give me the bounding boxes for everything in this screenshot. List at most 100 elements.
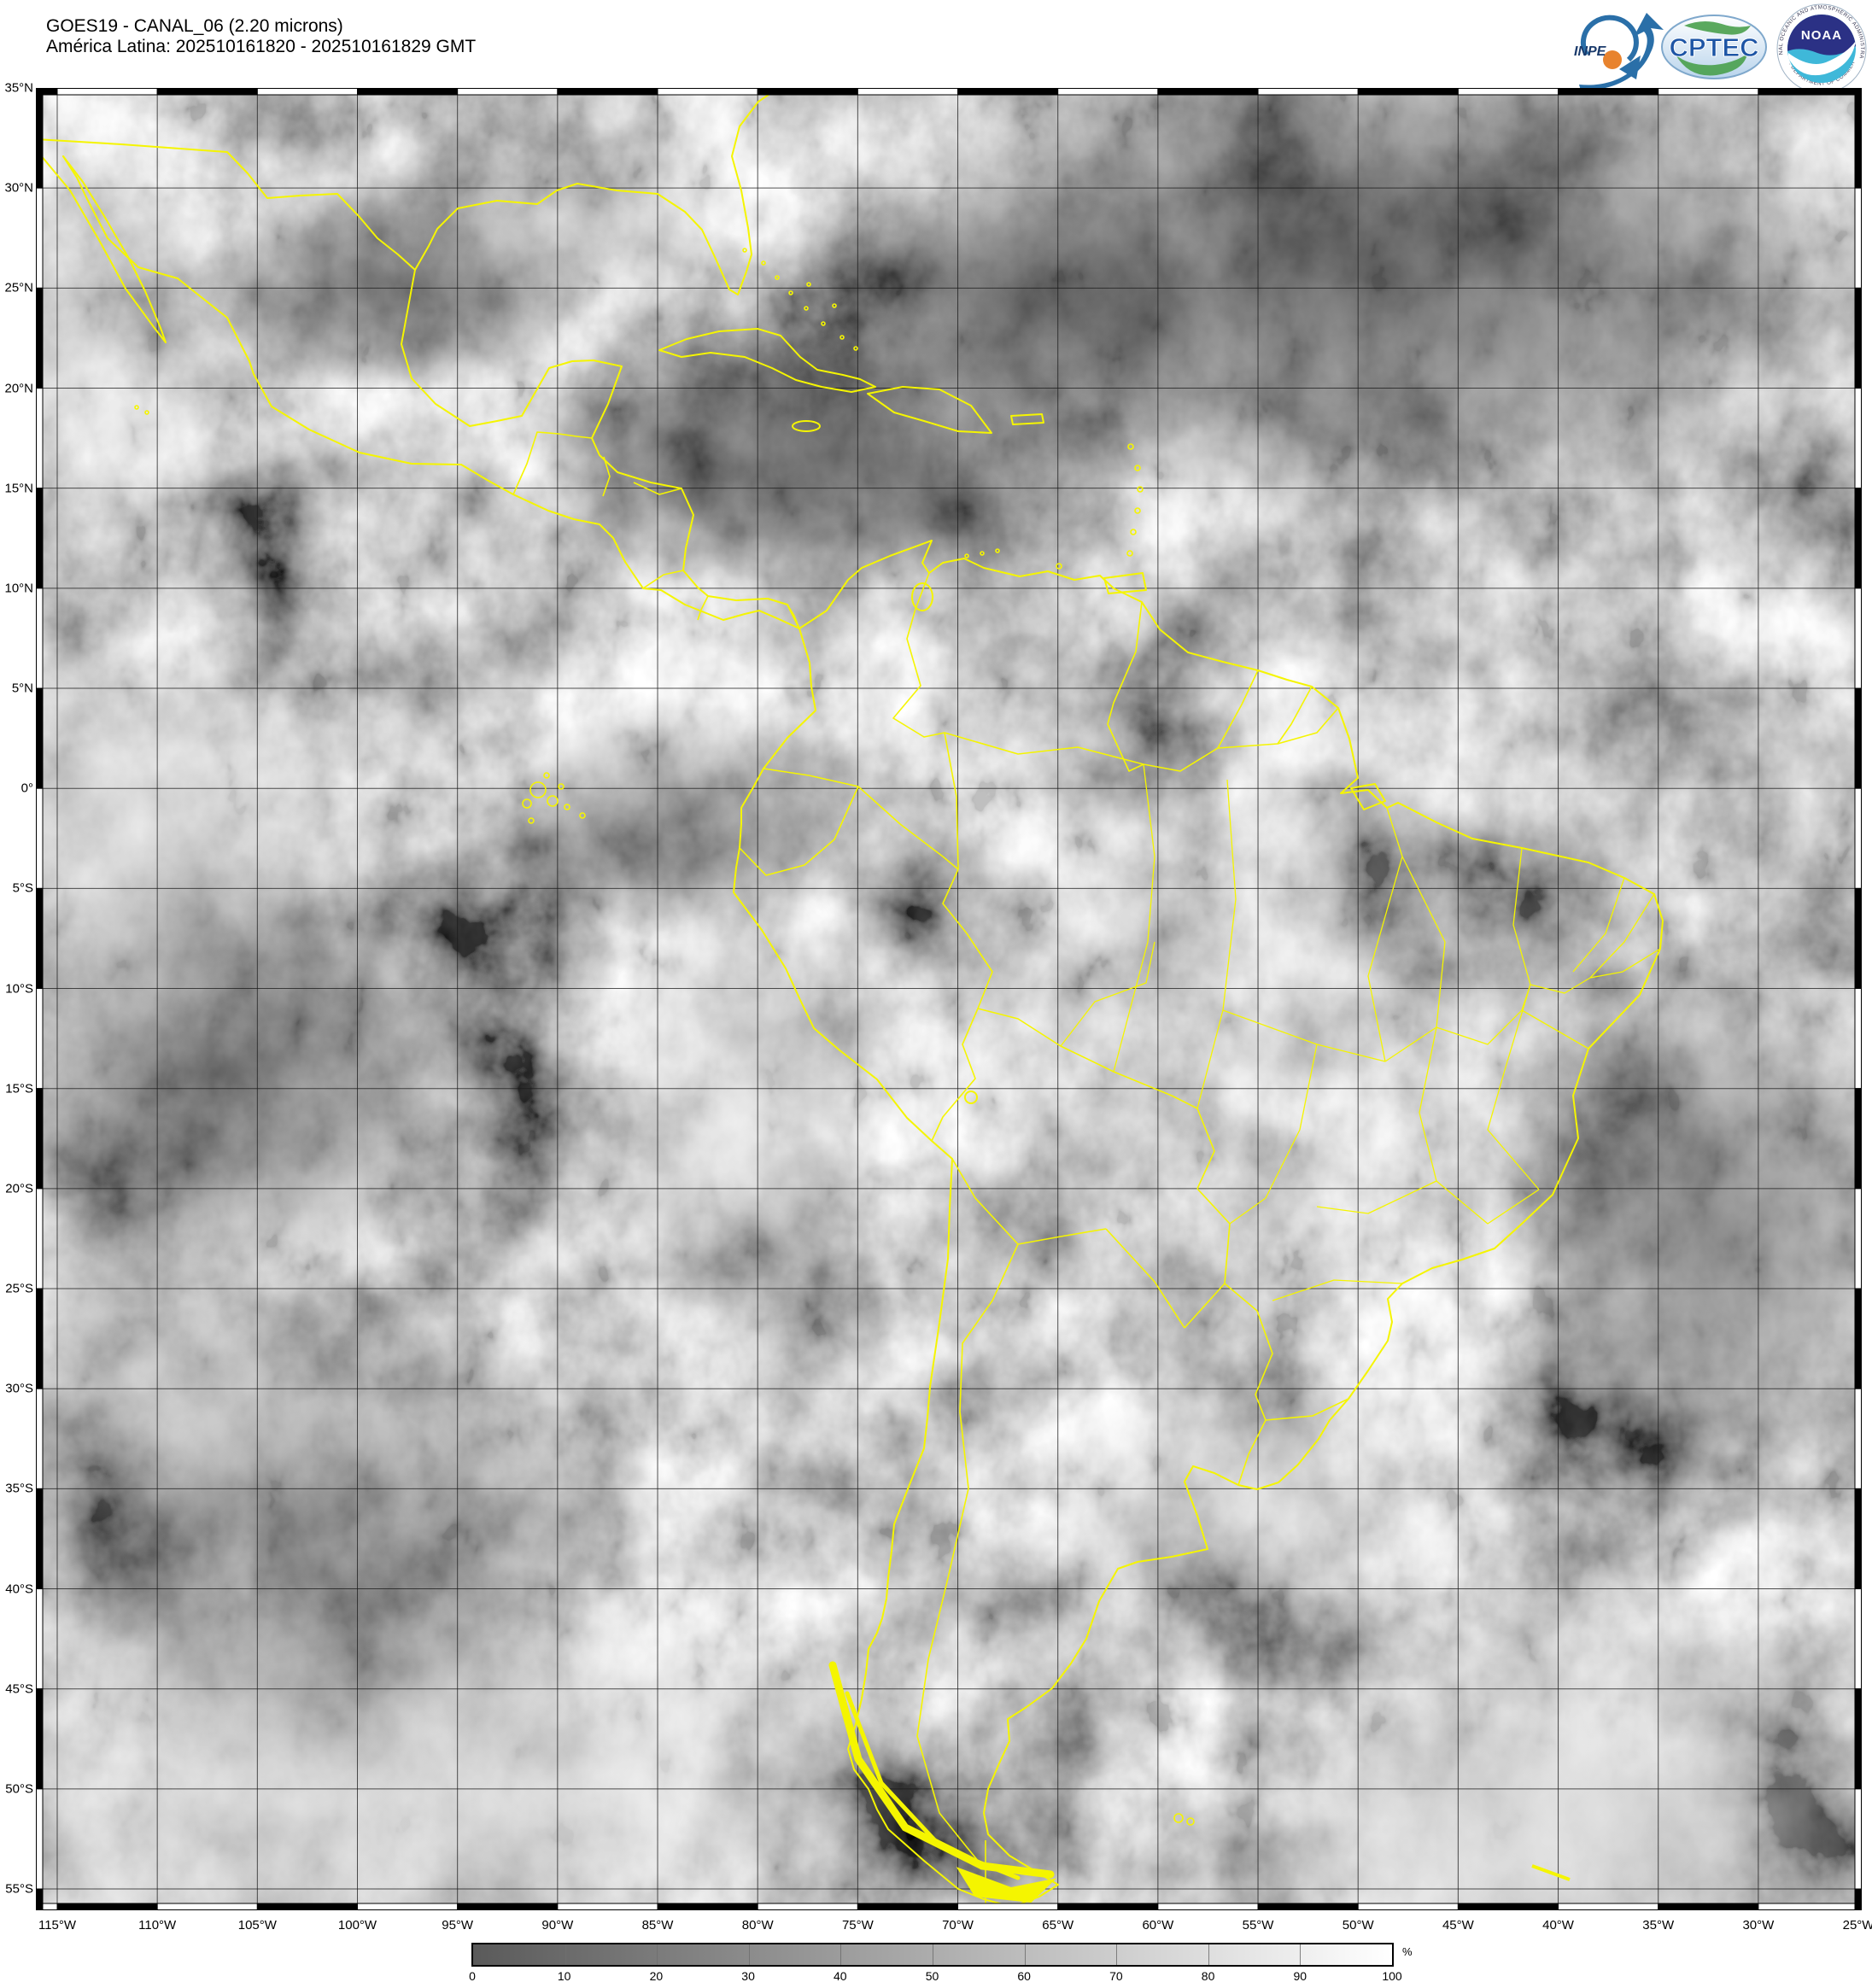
frame-segment [1854, 488, 1862, 589]
satellite-map [36, 88, 1862, 1910]
frame-segment [957, 1903, 1059, 1910]
frame-segment [1854, 787, 1862, 889]
frame-segment [256, 1903, 359, 1910]
lake-maracaibo [911, 582, 933, 611]
cptec-logo-text: CPTEC [1669, 32, 1758, 62]
frame-segment [36, 687, 44, 789]
cptec-logo: CPTEC [1661, 15, 1767, 79]
frame-segment [1658, 88, 1759, 96]
island-marajo [1350, 783, 1386, 810]
frame-segment [36, 488, 44, 589]
island-jamaica [792, 420, 821, 432]
island-cuba [658, 328, 876, 393]
lake-titicaca [964, 1090, 978, 1104]
lon-label: 85°W [641, 1918, 674, 1932]
colorbar-tick [1208, 1944, 1209, 1965]
colorbar-tick [840, 1944, 842, 1965]
lat-label: 15°S [5, 1081, 33, 1096]
frame-segment [357, 1903, 459, 1910]
lon-label: 55°W [1242, 1918, 1274, 1932]
lat-label: 50°S [5, 1781, 33, 1797]
colorbar-tick-label: 100 [1382, 1969, 1402, 1983]
coastline-north-america [36, 88, 780, 295]
noaa-logo-text: NOAA [1801, 28, 1842, 43]
lat-label: 30°N [4, 180, 33, 196]
lon-label: 50°W [1342, 1918, 1374, 1932]
colorbar-tick [1024, 1944, 1026, 1965]
frame-segment [36, 1788, 44, 1890]
lon-label: 35°W [1642, 1918, 1675, 1932]
frame-segment [757, 1903, 858, 1910]
frame-segment [56, 1903, 158, 1910]
cptec-continent-south [1676, 54, 1747, 76]
map-frame [36, 88, 1862, 1910]
frame-segment [1854, 1688, 1862, 1790]
coastline-mexico-pacific [62, 155, 800, 629]
frame-segment [1658, 1903, 1759, 1910]
lon-label: 25°W [1842, 1918, 1872, 1932]
colorbar-tick-label: 40 [834, 1969, 847, 1983]
lat-label: 10°S [5, 981, 33, 997]
frame-segment [857, 1903, 959, 1910]
lon-label: 75°W [841, 1918, 874, 1932]
lat-label: 5°N [11, 681, 33, 696]
colorbar-tick-label: 70 [1109, 1969, 1123, 1983]
frame-segment [256, 88, 359, 96]
frame-segment [1257, 1903, 1359, 1910]
colorbar-tick-label: 0 [469, 1969, 476, 1983]
lat-label: 10°N [4, 581, 33, 596]
lon-label: 115°W [38, 1918, 77, 1932]
lon-label: 80°W [741, 1918, 774, 1932]
lon-label: 65°W [1042, 1918, 1074, 1932]
island-trinidad [1103, 572, 1147, 594]
small-islands [134, 248, 1571, 1881]
lon-label: 60°W [1142, 1918, 1174, 1932]
frame-segment [36, 388, 44, 489]
colorbar-tick [748, 1944, 750, 1965]
country-borders [512, 431, 1349, 1907]
frame-segment [557, 1903, 658, 1910]
inpe-logo: INPE [1574, 13, 1664, 91]
inpe-arc [1581, 15, 1639, 62]
frame-segment [1558, 1903, 1659, 1910]
frame-segment [357, 88, 459, 96]
frame-segment [156, 1903, 258, 1910]
colorbar-tick-label: 30 [741, 1969, 755, 1983]
lon-label: 90°W [541, 1918, 574, 1932]
lat-label: 25°S [5, 1281, 33, 1296]
frame-segment [1854, 1488, 1862, 1590]
frame-segment [1854, 388, 1862, 489]
noaa-sky [1787, 15, 1856, 56]
lon-label: 45°W [1442, 1918, 1474, 1932]
cptec-continent-north [1684, 20, 1751, 35]
lon-label: 95°W [442, 1918, 474, 1932]
map-outline [36, 88, 1862, 1910]
frame-segment [1357, 88, 1459, 96]
lat-label: 55°S [5, 1881, 33, 1897]
lon-label: 40°W [1542, 1918, 1574, 1932]
coastline-gulf-caribbean [401, 269, 800, 629]
frame-segment [56, 88, 158, 96]
lat-label: 30°S [5, 1381, 33, 1396]
frame-segment [36, 1388, 44, 1489]
frame-segment [36, 1088, 44, 1190]
colorbar-tick-label: 10 [557, 1969, 571, 1983]
lon-label: 105°W [237, 1918, 277, 1932]
frame-segment [1357, 1903, 1459, 1910]
inpe-orange-dot [1603, 50, 1622, 69]
frame-segment [757, 88, 858, 96]
political-borders [36, 88, 1664, 1908]
frame-segment [457, 1903, 559, 1910]
frame-segment [1854, 1388, 1862, 1489]
frame-segment [156, 88, 258, 96]
frame-segment [1854, 187, 1862, 289]
frame-segment [36, 787, 44, 889]
lat-label: 45°S [5, 1681, 33, 1697]
frame-segment [36, 88, 44, 189]
cloud-shading [36, 88, 1862, 1910]
noaa-seagull-icon [1788, 41, 1856, 76]
island-puerto-rico [1010, 413, 1044, 425]
product-title: GOES19 - CANAL_06 (2.20 microns) [46, 16, 343, 36]
colorbar-tick-label: 60 [1017, 1969, 1031, 1983]
